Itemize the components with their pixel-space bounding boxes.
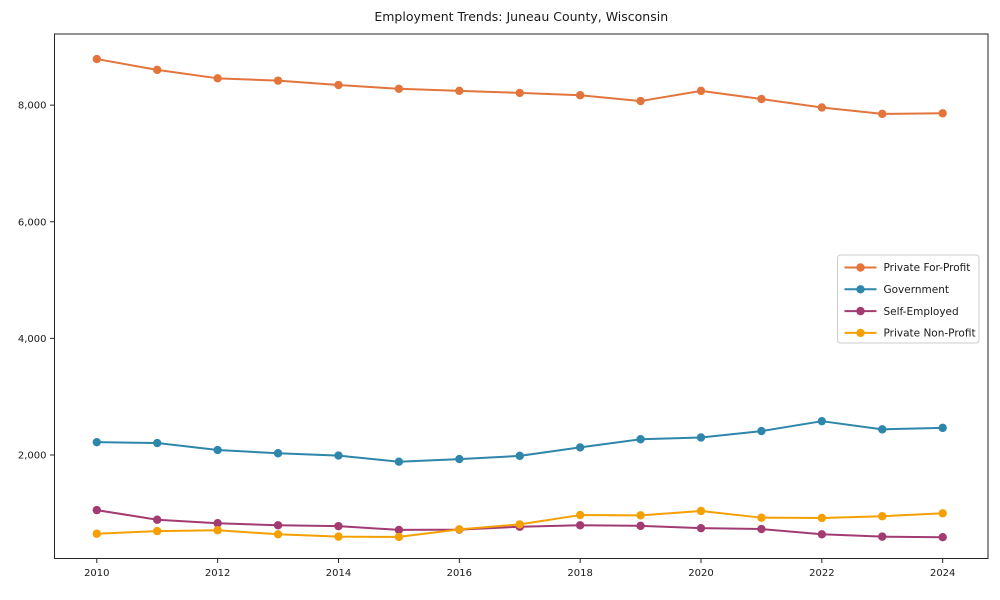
series-marker-private-for-profit	[213, 74, 222, 83]
series-marker-self-employed	[153, 515, 162, 524]
x-tick-label: 2012	[205, 568, 230, 579]
y-tick-label: 8,000	[18, 101, 47, 112]
series-marker-private-for-profit	[273, 76, 283, 85]
y-axis: 2,000 4,000 6,000 8,000	[18, 101, 55, 461]
x-axis: 2010 2012 2014 2016 2018 2020 2022 2024	[84, 558, 955, 579]
x-tick-label: 2016	[447, 568, 472, 579]
x-tick-label: 2014	[326, 568, 351, 579]
series-marker-private-non-profit	[878, 512, 887, 521]
plot-frame	[54, 33, 989, 559]
y-tick-label: 4,000	[18, 334, 47, 345]
legend-box	[837, 254, 980, 344]
y-tick-label: 2,000	[18, 450, 47, 461]
x-tick-label: 2020	[688, 568, 713, 579]
series-marker-private-non-profit	[938, 509, 947, 518]
series-marker-government	[334, 451, 343, 460]
series-government	[92, 416, 947, 466]
legend-marker-sample	[856, 328, 865, 338]
series-marker-government	[696, 433, 706, 442]
series-marker-private-non-profit	[757, 513, 766, 522]
legend-label: Government	[884, 284, 949, 296]
series-marker-private-for-profit	[878, 109, 887, 119]
legend-item-private-for-profit: Private For-Profit	[844, 262, 971, 274]
series-private-non-profit	[92, 506, 947, 542]
chart-legend: Private For-Profit Government Self-Employe…	[837, 254, 980, 344]
series-marker-government	[455, 454, 464, 464]
series-marker-government	[938, 423, 947, 433]
series-marker-private-for-profit	[938, 109, 947, 118]
series-marker-private-non-profit	[334, 532, 343, 541]
series-marker-self-employed	[757, 524, 766, 534]
legend-label: Private For-Profit	[884, 262, 971, 274]
series-marker-government	[636, 435, 645, 444]
series-line-private-for-profit	[96, 58, 943, 115]
series-marker-private-for-profit	[92, 54, 101, 64]
series-marker-private-non-profit	[92, 529, 101, 538]
series-private-for-profit	[92, 54, 947, 119]
y-tick-label: 6,000	[18, 217, 47, 228]
series-marker-government	[394, 457, 404, 466]
legend-item-government: Government	[844, 284, 949, 296]
series-marker-private-for-profit	[817, 103, 827, 112]
series-marker-self-employed	[334, 521, 343, 531]
series-marker-self-employed	[938, 533, 947, 542]
series-marker-private-non-profit	[273, 530, 283, 539]
series-marker-government	[213, 445, 222, 455]
series-marker-private-for-profit	[696, 86, 706, 96]
series-marker-private-non-profit	[696, 506, 706, 516]
legend-label: Private Non-Profit	[884, 328, 976, 340]
series-marker-self-employed	[636, 521, 645, 531]
series-marker-government	[273, 449, 283, 458]
series-marker-private-for-profit	[394, 84, 404, 94]
axes: 2010 2012 2014 2016 2018 2020 2022 2024 2,000 4,0…	[18, 33, 989, 579]
legend-item-self-employed: Self-Employed	[844, 306, 959, 318]
x-tick-label: 2024	[930, 568, 955, 579]
series-marker-private-non-profit	[213, 526, 222, 535]
series-marker-self-employed	[394, 525, 404, 535]
x-tick-label: 2018	[567, 568, 592, 579]
series-marker-government	[817, 416, 827, 426]
series-marker-private-non-profit	[394, 532, 404, 542]
series-marker-private-for-profit	[334, 80, 343, 90]
legend-marker-sample	[856, 263, 865, 272]
legend-marker-sample	[856, 306, 865, 316]
series-marker-private-for-profit	[515, 88, 524, 98]
series-marker-private-for-profit	[757, 94, 766, 104]
legend-marker-sample	[856, 285, 865, 294]
series-marker-government	[575, 443, 585, 452]
series-marker-government	[515, 451, 524, 461]
series-marker-private-for-profit	[455, 86, 464, 96]
series-marker-self-employed	[817, 530, 827, 539]
series-marker-private-for-profit	[575, 91, 585, 100]
series-marker-self-employed	[696, 523, 706, 533]
series-marker-private-for-profit	[153, 65, 162, 75]
series-marker-private-for-profit	[636, 96, 645, 106]
series-marker-private-non-profit	[153, 526, 162, 536]
legend-label: Self-Employed	[884, 306, 959, 318]
x-tick-label: 2010	[84, 568, 109, 579]
series-marker-self-employed	[92, 505, 101, 515]
x-tick-label: 2022	[809, 568, 834, 579]
series-marker-private-non-profit	[636, 511, 645, 520]
series-marker-private-non-profit	[515, 520, 524, 529]
series-marker-private-non-profit	[455, 525, 464, 534]
legend-item-private-non-profit: Private Non-Profit	[844, 328, 976, 340]
series-marker-government	[92, 437, 101, 447]
series-marker-private-non-profit	[817, 513, 827, 523]
series-marker-private-non-profit	[575, 510, 585, 520]
chart-title: Employment Trends: Juneau County, Wiscon…	[374, 9, 668, 24]
series-marker-self-employed	[273, 521, 283, 530]
series-marker-government	[153, 438, 162, 448]
series-marker-self-employed	[213, 519, 222, 528]
series-marker-government	[757, 426, 766, 436]
series-marker-government	[878, 425, 887, 434]
series-marker-self-employed	[878, 532, 887, 541]
series-marker-self-employed	[575, 521, 585, 530]
